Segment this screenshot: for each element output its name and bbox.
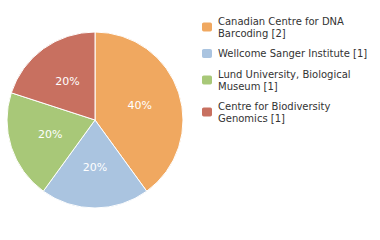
svg-text:20%: 20% <box>83 161 107 174</box>
svg-text:Barcoding [2]: Barcoding [2] <box>218 28 286 39</box>
svg-text:Canadian Centre for DNA: Canadian Centre for DNA <box>218 16 344 27</box>
svg-text:Centre for Biodiversity: Centre for Biodiversity <box>218 101 331 112</box>
svg-text:40%: 40% <box>127 99 151 112</box>
svg-text:20%: 20% <box>55 75 79 88</box>
svg-text:Lund University, Biological: Lund University, Biological <box>218 69 351 80</box>
svg-text:Wellcome Sanger Institute [1]: Wellcome Sanger Institute [1] <box>218 48 367 59</box>
svg-text:20%: 20% <box>38 128 62 141</box>
svg-text:Genomics [1]: Genomics [1] <box>218 113 285 124</box>
svg-text:Museum [1]: Museum [1] <box>218 81 278 92</box>
